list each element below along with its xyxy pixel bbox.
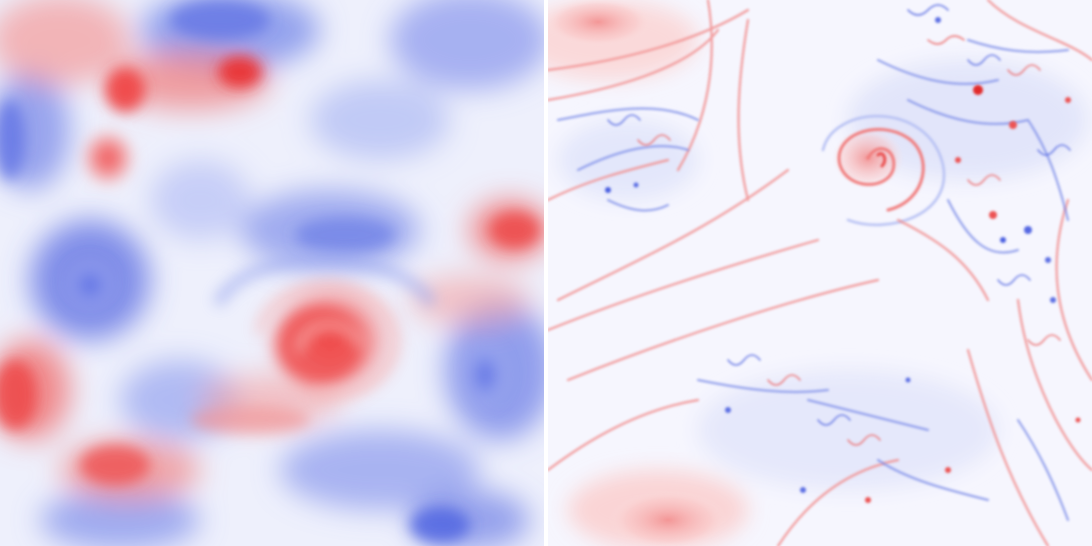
right-panel-fine-vorticity-field — [548, 0, 1092, 546]
right-field-image — [548, 0, 1092, 546]
left-panel-coarse-vorticity-field — [0, 0, 544, 546]
left-field-image — [0, 0, 544, 546]
